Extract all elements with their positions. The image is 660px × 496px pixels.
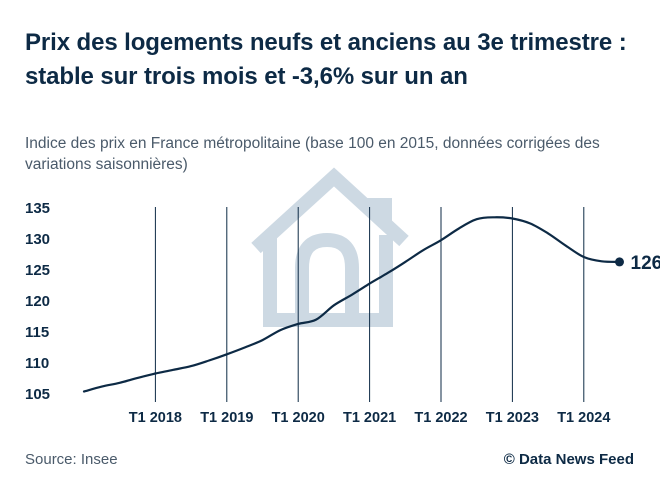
y-tick-label: 115 (25, 324, 49, 341)
x-tick-label: T1 2024 (557, 410, 610, 426)
source-note: Source: Insee (25, 451, 118, 468)
y-axis-ticks: 105 110 115 120 125 130 135 (25, 200, 50, 403)
credit-note: © Data News Feed (503, 451, 634, 468)
y-tick-label: 125 (25, 262, 50, 279)
y-tick-label: 110 (25, 355, 49, 372)
y-tick-label: 130 (25, 231, 50, 248)
vertical-gridlines (154, 207, 585, 402)
last-point-marker (615, 257, 624, 267)
x-tick-label: T1 2023 (486, 410, 539, 426)
house-icon (251, 167, 409, 327)
chart-title: Prix des logements neufs et anciens au 3… (25, 29, 627, 90)
x-tick-label: T1 2019 (200, 410, 253, 426)
x-tick-label: T1 2021 (343, 410, 396, 426)
y-tick-label: 105 (25, 386, 50, 403)
last-value-label: 126,3 (631, 253, 660, 274)
series-line (82, 216, 621, 393)
x-tick-label: T1 2018 (129, 410, 182, 426)
x-tick-label: T1 2022 (414, 410, 467, 426)
y-tick-label: 135 (25, 200, 50, 217)
x-axis-ticks: T1 2018 T1 2019 T1 2020 T1 2021 T1 2022 T1 20… (129, 410, 611, 426)
x-tick-label: T1 2020 (272, 410, 325, 426)
chart-subtitle: Indice des prix en France métropolitaine… (25, 135, 600, 173)
y-tick-label: 120 (25, 293, 50, 310)
